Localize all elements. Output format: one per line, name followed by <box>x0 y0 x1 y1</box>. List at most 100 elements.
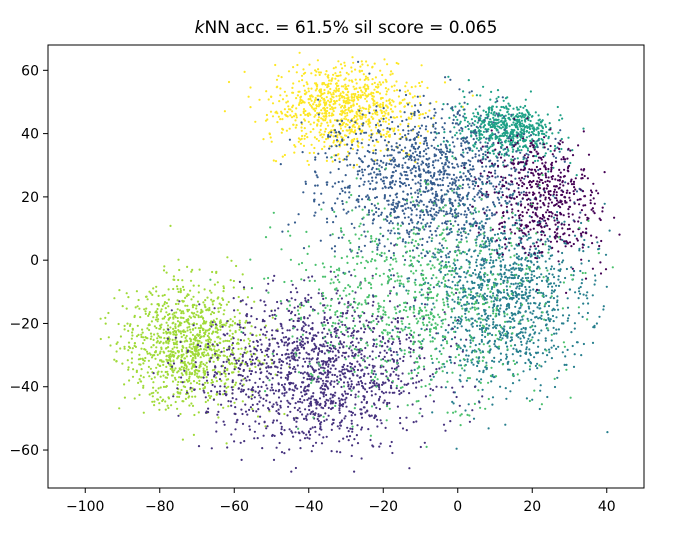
scatter-point <box>547 304 551 308</box>
scatter-point <box>500 146 503 149</box>
scatter-point <box>375 132 378 135</box>
scatter-point <box>159 375 162 378</box>
scatter-point <box>435 100 438 103</box>
scatter-point <box>364 107 368 110</box>
scatter-point <box>205 309 208 312</box>
scatter-point <box>154 357 157 360</box>
scatter-point <box>326 83 329 87</box>
scatter-point <box>516 113 519 116</box>
scatter-point <box>487 137 491 140</box>
scatter-point <box>431 187 434 190</box>
scatter-point <box>559 281 562 284</box>
scatter-point <box>322 82 326 85</box>
scatter-point <box>514 292 518 295</box>
scatter-point <box>486 148 489 151</box>
scatter-point <box>298 90 301 93</box>
scatter-point <box>276 121 279 124</box>
scatter-point <box>518 307 521 310</box>
scatter-point <box>517 275 520 278</box>
scatter-point <box>404 146 407 149</box>
scatter-point <box>355 102 359 106</box>
scatter-point <box>465 116 468 119</box>
scatter-point <box>511 131 515 134</box>
scatter-point <box>215 317 218 320</box>
scatter-point <box>185 295 188 298</box>
scatter-point <box>505 134 508 137</box>
scatter-point <box>249 86 252 89</box>
scatter-point <box>350 139 353 143</box>
scatter-point <box>256 415 260 418</box>
scatter-point <box>537 139 540 142</box>
scatter-point <box>540 124 543 127</box>
scatter-point <box>483 310 486 313</box>
scatter-point <box>354 121 357 124</box>
scatter-point <box>557 308 560 311</box>
scatter-point <box>210 381 213 384</box>
scatter-point <box>363 78 366 82</box>
scatter-point <box>444 273 447 277</box>
scatter-point <box>499 307 502 310</box>
scatter-point <box>540 365 543 368</box>
scatter-point <box>137 298 140 302</box>
scatter-point <box>471 306 474 309</box>
scatter-point <box>301 134 304 138</box>
scatter-point <box>519 125 522 128</box>
scatter-point <box>559 129 562 132</box>
scatter-point <box>524 139 528 142</box>
scatter-point <box>521 112 524 115</box>
scatter-point <box>121 305 124 308</box>
scatter-point <box>180 388 183 392</box>
scatter-point <box>442 151 445 154</box>
scatter-point <box>445 146 448 149</box>
scatter-point <box>460 238 463 241</box>
scatter-point <box>303 92 306 95</box>
scatter-point <box>164 307 167 310</box>
scatter-point <box>410 213 413 216</box>
scatter-point <box>301 151 304 154</box>
scatter-point <box>424 171 428 174</box>
scatter-point <box>341 136 344 139</box>
scatter-point <box>515 301 518 304</box>
scatter-point <box>162 380 165 384</box>
scatter-point <box>462 250 465 253</box>
scatter-point <box>457 316 460 319</box>
scatter-point <box>444 143 447 146</box>
scatter-point <box>205 368 209 371</box>
scatter-point <box>488 175 491 179</box>
scatter-point <box>270 140 273 143</box>
scatter-point <box>429 213 432 216</box>
scatter-point <box>171 338 174 341</box>
scatter-point <box>473 115 476 118</box>
scatter-point <box>477 113 480 116</box>
scatter-point <box>323 145 326 148</box>
scatter-point <box>155 316 158 319</box>
scatter-point <box>533 356 536 359</box>
scatter-point <box>556 376 559 379</box>
scatter-point <box>233 401 236 404</box>
scatter-point <box>432 138 435 141</box>
scatter-point <box>475 264 478 267</box>
scatter-point <box>162 328 165 331</box>
scatter-point <box>199 326 202 330</box>
scatter-point <box>516 300 519 303</box>
scatter-point <box>215 393 218 396</box>
scatter-point <box>362 183 365 186</box>
scatter-point <box>523 297 526 300</box>
scatter-point <box>221 297 224 300</box>
scatter-point <box>210 291 213 294</box>
scatter-point <box>507 149 510 152</box>
scatter-point <box>510 128 513 131</box>
scatter-point <box>228 363 232 366</box>
scatter-point <box>307 87 310 90</box>
scatter-point <box>429 225 432 228</box>
scatter-point <box>544 360 547 363</box>
scatter-point <box>547 317 550 320</box>
scatter-point <box>360 117 363 120</box>
scatter-point <box>310 87 313 90</box>
scatter-point <box>157 304 160 307</box>
scatter-point <box>358 169 361 172</box>
scatter-point <box>378 104 381 107</box>
scatter-point <box>358 185 361 188</box>
scatter-point <box>358 69 361 72</box>
scatter-point <box>544 123 547 126</box>
